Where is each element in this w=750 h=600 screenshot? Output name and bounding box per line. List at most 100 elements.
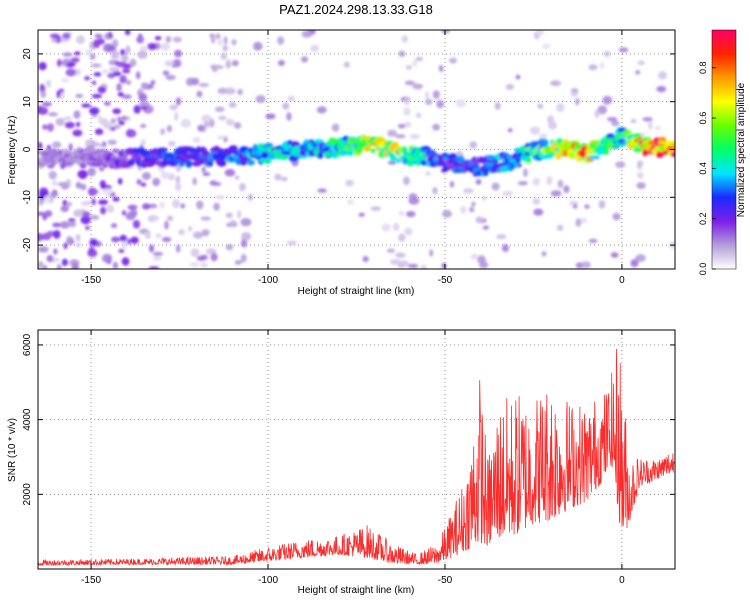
spectrogram-cell	[282, 102, 290, 110]
spectrogram-cell	[224, 168, 236, 177]
x-tick-label: 0	[619, 575, 625, 586]
spectrogram-cell	[218, 115, 227, 121]
spectrogram-cell	[213, 202, 220, 211]
spectrogram-cell	[172, 199, 181, 209]
colorbar-tick-label: 0.2	[698, 212, 708, 225]
spectrogram-cell	[280, 176, 288, 182]
spectrogram-cell	[217, 87, 228, 95]
spectrogram-cell	[180, 118, 192, 128]
spectrogram-cell	[574, 97, 580, 106]
spectrogram-cell	[240, 238, 248, 248]
spectrogram-cell	[579, 217, 588, 224]
spectrogram-cell	[202, 172, 211, 177]
spectrogram-cell	[148, 266, 160, 269]
spectrogram-cells	[38, 30, 675, 269]
spectrogram-cell	[491, 182, 500, 191]
spectrogram-cell	[195, 146, 202, 155]
spectrogram-cell	[57, 59, 62, 67]
spectrogram-cell	[550, 190, 562, 197]
spectrogram-cell	[230, 219, 236, 226]
y-tick-label: 2000	[22, 483, 33, 506]
spectrogram-cell	[532, 198, 541, 205]
spectrogram-cell	[98, 142, 105, 148]
spectrogram-cell	[58, 157, 67, 163]
spectrogram-cell	[140, 123, 147, 128]
spectrogram-cell	[286, 240, 297, 246]
spectrogram-cell	[91, 80, 97, 86]
spectrogram-cell	[241, 232, 252, 241]
spectrogram-cell	[121, 94, 132, 100]
spectrogram-cell	[98, 199, 109, 205]
spectrogram-cell	[45, 79, 52, 88]
spectrogram-cell	[187, 77, 193, 86]
spectrogram-cell	[398, 50, 406, 57]
spectrogram-cell	[588, 238, 598, 244]
spectrogram-cell	[56, 263, 62, 269]
x-tick-label: -100	[258, 575, 278, 586]
spectrogram-cell	[415, 112, 422, 119]
spectrogram-cell	[47, 163, 55, 169]
spectrogram-cell	[637, 172, 644, 179]
spectrogram-cell	[396, 158, 402, 164]
spectrogram-cell	[110, 223, 118, 229]
spectrogram-y-ticks: -20 -10 0 10 20	[22, 48, 675, 252]
spectrogram-cell	[84, 76, 91, 81]
spectrogram-cell	[160, 147, 168, 152]
spectrogram-cell	[73, 209, 84, 217]
spectrogram-cell	[217, 135, 227, 140]
spectrogram-cell	[556, 103, 565, 113]
spectrogram-cell	[190, 248, 200, 258]
spectrogram-cell	[637, 60, 646, 66]
spectrogram-cell	[475, 179, 482, 185]
spectrogram-cell	[63, 242, 68, 250]
spectrogram-cell	[316, 106, 327, 114]
spectrogram-cell	[594, 109, 600, 119]
spectrogram-cell	[141, 203, 151, 210]
spectrogram-cell	[231, 60, 239, 67]
spectrogram-cell	[387, 160, 397, 165]
spectrogram-cell	[48, 112, 59, 117]
spectrogram-cell	[68, 143, 73, 152]
spectrogram-cell	[118, 120, 125, 126]
spectrogram-cell	[38, 261, 44, 269]
spectrogram-cell	[103, 101, 111, 106]
spectrogram-cell	[404, 97, 410, 105]
snr-x-ticks: -150 -100 -50 0	[81, 330, 625, 586]
snr-frame	[37, 329, 676, 570]
spectrogram-cell	[210, 253, 218, 262]
spectrogram-cell	[238, 182, 246, 192]
spectrogram-cell	[496, 234, 507, 240]
spectrogram-cell	[525, 155, 532, 164]
spectrogram-cell	[611, 120, 620, 127]
spectrogram-cell	[671, 140, 675, 146]
spectrogram-cell	[119, 234, 127, 242]
spectrogram-cell	[152, 256, 162, 261]
spectrogram-cell	[401, 35, 409, 43]
spectrogram-cell	[178, 228, 185, 236]
spectrogram-cell	[192, 231, 204, 239]
spectrogram-cell	[109, 67, 120, 72]
spectrogram-cell	[469, 141, 478, 149]
spectrogram-cell	[381, 223, 391, 232]
spectrogram-cell	[636, 160, 644, 167]
spectrogram-cell	[127, 204, 138, 211]
spectrogram-cell	[415, 56, 423, 62]
spectrogram-cell	[79, 162, 87, 169]
spectrogram-cell	[234, 175, 240, 180]
spectrogram-cell	[192, 177, 197, 186]
spectrogram-cell	[175, 182, 182, 191]
spectrogram-cell	[110, 117, 116, 124]
spectrogram-cell	[240, 253, 247, 263]
spectrogram-cell	[167, 215, 173, 221]
spectrogram-cell	[502, 190, 513, 197]
spectrogram-cell	[482, 195, 487, 201]
spectrogram-cell	[395, 252, 406, 258]
spectrogram-cell	[102, 188, 113, 196]
spectrogram-cell	[505, 83, 515, 90]
spectrogram-cell	[362, 255, 369, 263]
spectrogram-cell	[137, 50, 148, 60]
spectrogram-cell	[656, 151, 664, 158]
spectrogram-cell	[420, 264, 427, 269]
spectrogram-cell	[575, 218, 582, 227]
spectrogram-cell	[288, 155, 299, 162]
